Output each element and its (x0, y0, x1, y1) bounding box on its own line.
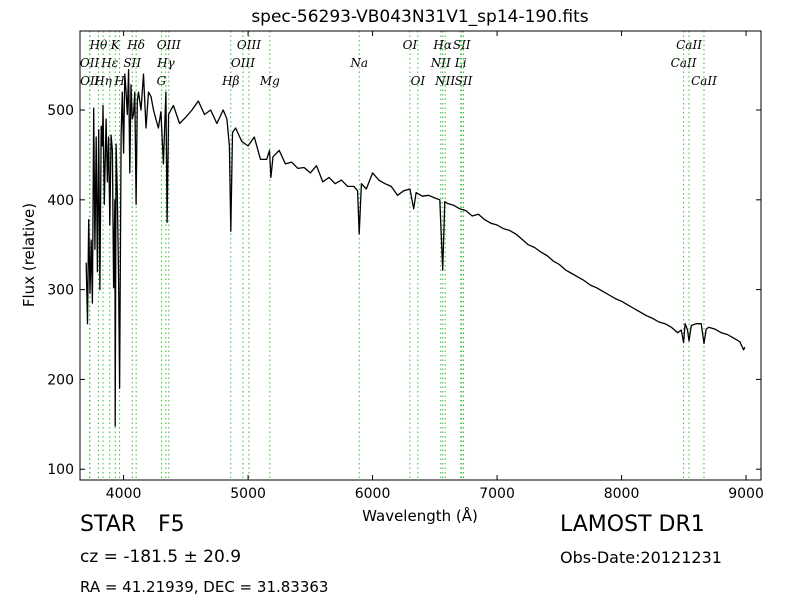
x-tick-label: 5000 (230, 486, 266, 502)
marker-label: CaII (671, 56, 697, 70)
marker-label: OI (411, 74, 426, 88)
marker-label: OIII (231, 56, 255, 70)
marker-label: Hδ (126, 38, 145, 52)
y-axis-label: Flux (relative) (20, 203, 38, 307)
marker-label: NII (434, 74, 455, 88)
coordinates-readout: RA = 41.21939, DEC = 31.83363 (80, 578, 329, 596)
y-tick-label: 300 (47, 283, 74, 299)
marker-label: G (157, 74, 167, 88)
survey-label: LAMOST DR1 (560, 512, 705, 537)
x-tick-label: 4000 (106, 486, 142, 502)
class-label: STAR (80, 512, 137, 537)
x-axis-label: Wavelength (Å) (362, 506, 478, 525)
marker-label: Hβ (221, 74, 239, 88)
marker-label: NII (430, 56, 451, 70)
marker-label: SII (453, 38, 471, 52)
x-tick-label: 8000 (604, 486, 640, 502)
marker-label: Li (454, 56, 467, 70)
observation-date: Obs-Date:20121231 (560, 548, 722, 567)
marker-label: Na (349, 56, 368, 70)
y-tick-label: 200 (47, 372, 74, 388)
spectrum-series-line (85, 68, 746, 427)
marker-label: CaII (691, 74, 717, 88)
marker-label: Hθ (89, 38, 108, 52)
y-tick-label: 400 (47, 193, 74, 209)
marker-label: Hε (100, 56, 118, 70)
plot-frame (79, 30, 762, 481)
marker-label: Hα (432, 38, 452, 52)
marker-label: OII (80, 74, 100, 88)
spectrum-line-layer (85, 68, 746, 427)
marker-label: K (110, 38, 121, 52)
marker-label: Mg (259, 74, 280, 88)
axis-ticks: 4000 5000 6000 7000 8000 9000 100 200 300 400 500 (47, 31, 764, 502)
redshift-readout: cz = -181.5 ± 20.9 (80, 547, 242, 567)
x-tick-label: 9000 (728, 486, 764, 502)
object-class: STAR F5 (80, 512, 185, 537)
x-tick-label: 7000 (479, 486, 515, 502)
marker-label: SII (123, 56, 141, 70)
marker-label: Hγ (156, 56, 175, 70)
marker-label: OI (403, 38, 418, 52)
marker-label: H (113, 74, 125, 88)
marker-label: CaII (676, 38, 702, 52)
y-tick-label: 500 (47, 103, 74, 119)
marker-label: Hη (93, 74, 112, 88)
x-tick-label: 6000 (355, 486, 391, 502)
subclass-label: F5 (158, 512, 185, 537)
chart-title: spec-56293-VB043N31V1_sp14-190.fits (251, 7, 588, 27)
marker-label: SII (455, 74, 473, 88)
y-tick-label: 100 (47, 462, 74, 478)
marker-label: OIII (237, 38, 261, 52)
emission-line-markers: HθOIIOIIHηHεKHSIIHδGHγOIIIHβOIIIOIIIMgNa… (80, 31, 717, 480)
marker-label: OIII (157, 38, 181, 52)
